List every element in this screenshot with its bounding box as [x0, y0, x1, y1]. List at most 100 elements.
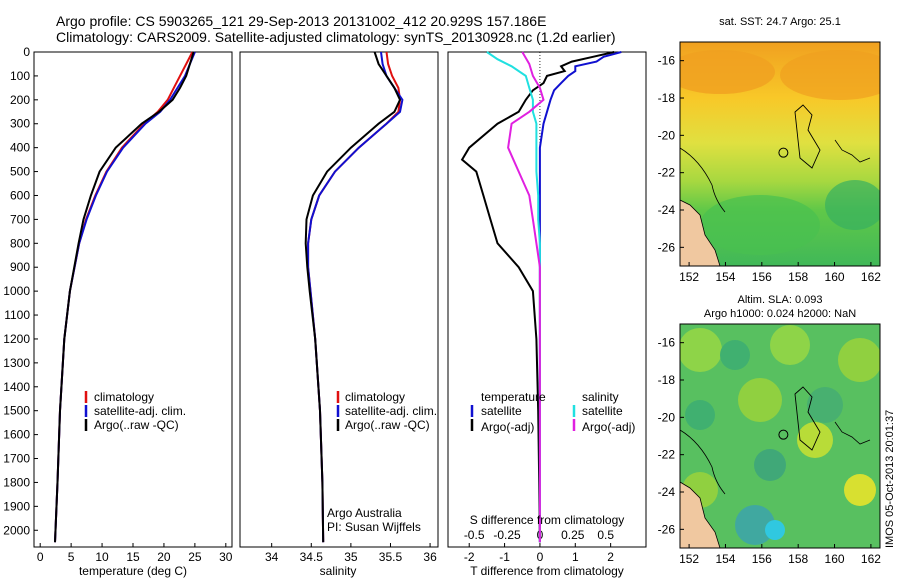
- s-difference-tick-label: -0.5: [464, 528, 485, 542]
- map-lat-label: -18: [658, 373, 676, 387]
- depth-tick-label: 1200: [3, 332, 30, 346]
- salinity-legend: climatology satellite-adj. clim. Argo(..…: [336, 390, 437, 432]
- depth-tick-label: 200: [10, 93, 30, 107]
- series-line-argo-raw-qc-: [304, 51, 402, 543]
- sst-coast: [680, 199, 721, 266]
- map-lon-label: 156: [752, 552, 772, 566]
- x-tick-label: 2: [607, 550, 614, 564]
- x-tick-label: 1: [572, 550, 579, 564]
- sla-low-anomaly: [735, 505, 775, 545]
- sla-map-panel: Altim. SLA: 0.093 Argo h1000: 0.024 h200…: [658, 294, 882, 566]
- sst-argo-location-marker: [778, 147, 789, 158]
- difference-legend: temperature salinity satellite Argo(-adj…: [470, 390, 635, 434]
- x-tick-label: 25: [188, 550, 202, 564]
- map-lon-label: 162: [861, 552, 881, 566]
- s-difference-tick-label: 0.25: [561, 528, 585, 542]
- annotation-pi: PI: Susan Wijffels: [327, 520, 421, 534]
- sst-reef-contour: [794, 104, 821, 169]
- map-lat-label: -26: [658, 240, 676, 254]
- depth-tick-label: 400: [10, 141, 30, 155]
- sla-high-anomaly: [797, 422, 833, 458]
- map-lon-label: 158: [788, 270, 808, 284]
- legend-title-temperature: temperature: [481, 390, 546, 404]
- depth-tick-label: 2000: [3, 523, 30, 537]
- x-tick-label: 20: [157, 550, 171, 564]
- depth-tick-label: 1000: [3, 284, 30, 298]
- depth-tick-label: 1600: [3, 428, 30, 442]
- sst-cool-patch: [825, 180, 880, 230]
- depth-tick-label: 300: [10, 117, 30, 131]
- map-lat-label: -22: [658, 166, 676, 180]
- x-tick-label: 15: [126, 550, 140, 564]
- legend-satellite-label: satellite-adj. clim.: [94, 404, 186, 418]
- sla-high-anomaly: [770, 325, 810, 365]
- difference-panel: -2 -1 0 1 2 -0.5 -0.25 0 0.25 0.5 T difference f…: [447, 51, 647, 578]
- map-lat-label: -26: [658, 522, 676, 536]
- header-line-2: Climatology: CARS2009. Satellite-adjuste…: [56, 29, 616, 45]
- depth-tick-label: 1100: [4, 308, 30, 322]
- temperature-xlabel: temperature (deg C): [79, 564, 187, 578]
- sst-map-title: sat. SST: 24.7 Argo: 25.1: [719, 16, 841, 28]
- temperature-axes: [33, 51, 233, 548]
- diff-legend-sal-satellite-label: satellite: [582, 404, 623, 418]
- map-lon-label: 160: [825, 552, 845, 566]
- x-tick-label: 36: [423, 550, 437, 564]
- sst-reef-contour: [834, 139, 871, 163]
- temperature-legend: climatology satellite-adj. clim. Argo(..…: [84, 390, 186, 432]
- sla-low-anomaly: [807, 387, 843, 423]
- sla-high-anomaly: [738, 378, 782, 422]
- map-lat-label: -16: [658, 336, 676, 350]
- depth-tick-label: 1300: [3, 356, 30, 370]
- sla-high-anomaly: [680, 328, 722, 372]
- sst-warm-patch: [680, 50, 775, 94]
- map-lat-label: -18: [658, 91, 676, 105]
- depth-tick-label: 900: [10, 260, 30, 274]
- sla-low-anomaly: [754, 449, 786, 481]
- s-difference-tick-label: -0.25: [493, 528, 521, 542]
- sla-low-anomaly: [765, 520, 785, 540]
- sla-high-anomaly: [844, 474, 876, 506]
- depth-tick-label: 500: [10, 165, 30, 179]
- depth-tick-label: 1800: [3, 475, 30, 489]
- sla-map-subtitle: Argo h1000: 0.024 h2000: NaN: [704, 308, 856, 320]
- x-tick-label: -2: [464, 550, 475, 564]
- sla-map-frame: [679, 323, 881, 549]
- sla-high-anomaly: [838, 338, 880, 382]
- map-lat-label: -20: [658, 128, 676, 142]
- x-tick-label: 5: [68, 550, 75, 564]
- legend-title-salinity: salinity: [582, 390, 619, 404]
- depth-tick-label: 1700: [3, 452, 30, 466]
- sla-bathymetry-contour: [680, 429, 726, 495]
- diff-legend-temp-satellite-label: satellite: [481, 404, 522, 418]
- depth-tick-label: 100: [10, 69, 30, 83]
- s-difference-tick-label: 0.5: [597, 528, 614, 542]
- sla-map-title: Altim. SLA: 0.093: [738, 294, 823, 306]
- x-tick-label: 0: [537, 550, 544, 564]
- map-lat-label: -24: [658, 203, 676, 217]
- sst-map-frame: [679, 41, 881, 267]
- series-line-argo-raw-qc-: [54, 51, 195, 543]
- depth-tick-label: 600: [10, 188, 30, 202]
- depth-tick-label: 1400: [3, 380, 30, 394]
- sst-cool-patch: [700, 195, 820, 255]
- series-line-argo-adj-: [460, 51, 615, 543]
- sla-low-anomaly: [720, 340, 750, 370]
- depth-tick-label: 0: [23, 45, 30, 59]
- map-lat-label: -16: [658, 54, 676, 68]
- x-tick-label: 30: [219, 550, 233, 564]
- salinity-xlabel: salinity: [320, 564, 357, 578]
- sal-legend-argo-label: Argo(..raw -QC): [345, 418, 430, 432]
- map-lon-label: 152: [679, 270, 699, 284]
- timestamp-stamp: IMOS 05-Oct-2013 20:01:37: [884, 410, 896, 548]
- depth-tick-label: 700: [10, 212, 30, 226]
- sla-reef-contour: [834, 421, 871, 445]
- x-tick-label: 34.5: [300, 550, 324, 564]
- temperature-panel: 0100200300400500600700800900100011001200…: [3, 45, 233, 578]
- map-lon-label: 156: [752, 270, 772, 284]
- x-tick-label: -1: [499, 550, 510, 564]
- sla-low-anomaly: [685, 400, 715, 430]
- map-lat-label: -22: [658, 448, 676, 462]
- map-lat-label: -24: [658, 485, 676, 499]
- x-tick-label: 0: [37, 550, 44, 564]
